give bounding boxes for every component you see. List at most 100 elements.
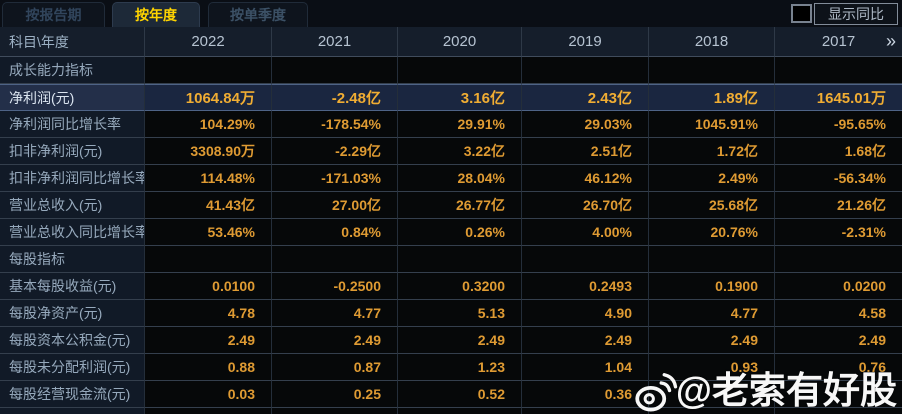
col-header-2019[interactable]: 2019 bbox=[522, 27, 649, 57]
cell-2022: 0.88 bbox=[145, 354, 272, 381]
table-row-retained-profit-per-share[interactable]: 每股未分配利润(元) 0.88 0.87 1.23 1.04 0.93 0.76 bbox=[0, 354, 902, 381]
cell-2017: 0.76 bbox=[775, 354, 902, 381]
cell-2020: 29.91% bbox=[398, 111, 522, 138]
cell-2019: 26.70亿 bbox=[522, 192, 649, 219]
cell-2017: -2.31% bbox=[775, 219, 902, 246]
cell-2020: 3.22亿 bbox=[398, 138, 522, 165]
cell-2017: 2.49 bbox=[775, 327, 902, 354]
table-row-non-gaap-net-profit[interactable]: 扣非净利润(元) 3308.90万 -2.29亿 3.22亿 2.51亿 1.72亿 1.6… bbox=[0, 138, 902, 165]
row-label: 每股净资产(元) bbox=[0, 300, 145, 327]
cell-2019 bbox=[522, 57, 649, 84]
cell-2021: -0.2500 bbox=[272, 273, 398, 300]
cell-2022: 114.48% bbox=[145, 165, 272, 192]
cell-2017: 21.26亿 bbox=[775, 192, 902, 219]
cell-2019: 1.04 bbox=[522, 354, 649, 381]
cell-2018: 2.49 bbox=[649, 327, 775, 354]
table-row-basic-eps[interactable]: 基本每股收益(元) 0.0100 -0.2500 0.3200 0.2493 0.1900… bbox=[0, 273, 902, 300]
cell-2017: -56.34% bbox=[775, 165, 902, 192]
cell-2017 bbox=[775, 57, 902, 84]
cell-2021 bbox=[272, 246, 398, 273]
cell-2018: 0.1900 bbox=[649, 273, 775, 300]
tab-bar: 按报告期 按年度 按单季度 显示同比 bbox=[0, 0, 902, 27]
cell-2017: -95.65% bbox=[775, 111, 902, 138]
table-row-section-per-share: 每股指标 bbox=[0, 246, 902, 273]
cell-2017 bbox=[775, 246, 902, 273]
show-yoy-checkbox[interactable] bbox=[791, 4, 812, 23]
col-header-2018[interactable]: 2018 bbox=[649, 27, 775, 57]
cell-2018: 25.68亿 bbox=[649, 192, 775, 219]
cell-2019: 46.12% bbox=[522, 165, 649, 192]
cell-2017 bbox=[775, 408, 902, 414]
table-row-non-gaap-net-profit-yoy[interactable]: 扣非净利润同比增长率 114.48% -171.03% 28.04% 46.12% 2.4… bbox=[0, 165, 902, 192]
cell-2017: 4.58 bbox=[775, 300, 902, 327]
table-row-capital-reserve-per-share[interactable]: 每股资本公积金(元) 2.49 2.49 2.49 2.49 2.49 2.49 bbox=[0, 327, 902, 354]
cell-2021: 27.00亿 bbox=[272, 192, 398, 219]
table-row-op-cashflow-per-share[interactable]: 每股经营现金流(元) 0.03 0.25 0.52 0.36 bbox=[0, 381, 902, 408]
show-yoy-button[interactable]: 显示同比 bbox=[814, 3, 898, 25]
cell-2022: 1064.84万 bbox=[145, 84, 272, 111]
cell-2019: 2.43亿 bbox=[522, 84, 649, 111]
cell-2020: 0.26% bbox=[398, 219, 522, 246]
tab-by-quarter[interactable]: 按单季度 bbox=[208, 2, 308, 27]
table-row-net-assets-per-share[interactable]: 每股净资产(元) 4.78 4.77 5.13 4.90 4.77 4.58 bbox=[0, 300, 902, 327]
cell-2020: 0.3200 bbox=[398, 273, 522, 300]
cell-2019: 29.03% bbox=[522, 111, 649, 138]
row-label: 每股资本公积金(元) bbox=[0, 327, 145, 354]
cell-2022: 41.43亿 bbox=[145, 192, 272, 219]
cell-2018: 0.93 bbox=[649, 354, 775, 381]
cell-2021 bbox=[272, 408, 398, 414]
next-columns-icon[interactable]: » bbox=[885, 31, 896, 51]
row-label: 营业总收入同比增长率 bbox=[0, 219, 145, 246]
col-header-2022[interactable]: 2022 bbox=[145, 27, 272, 57]
cell-2022 bbox=[145, 57, 272, 84]
cell-2017: 1645.01万 bbox=[775, 84, 902, 111]
table-row-total-revenue[interactable]: 营业总收入(元) 41.43亿 27.00亿 26.77亿 26.70亿 25.68亿 21… bbox=[0, 192, 902, 219]
cell-2018: 2.49% bbox=[649, 165, 775, 192]
col-header-2021[interactable]: 2021 bbox=[272, 27, 398, 57]
cell-2018: 1.72亿 bbox=[649, 138, 775, 165]
row-label: 每股经营现金流(元) bbox=[0, 381, 145, 408]
cell-2021: 4.77 bbox=[272, 300, 398, 327]
row-label: 基本每股收益(元) bbox=[0, 273, 145, 300]
cell-2019: 2.49 bbox=[522, 327, 649, 354]
table-row-net-profit-yoy[interactable]: 净利润同比增长率 104.29% -178.54% 29.91% 29.03% 1045.… bbox=[0, 111, 902, 138]
tab-by-report-period[interactable]: 按报告期 bbox=[2, 2, 105, 27]
cell-2018 bbox=[649, 381, 775, 408]
cell-2021: -2.48亿 bbox=[272, 84, 398, 111]
cell-2021 bbox=[272, 57, 398, 84]
table-row-partial bbox=[0, 408, 902, 414]
cell-2018 bbox=[649, 408, 775, 414]
cell-2022 bbox=[145, 246, 272, 273]
row-label: 营业总收入(元) bbox=[0, 192, 145, 219]
cell-2020: 0.52 bbox=[398, 381, 522, 408]
cell-2019: 0.2493 bbox=[522, 273, 649, 300]
cell-2022: 3308.90万 bbox=[145, 138, 272, 165]
cell-2019: 0.36 bbox=[522, 381, 649, 408]
cell-2018: 1.89亿 bbox=[649, 84, 775, 111]
row-label: 净利润同比增长率 bbox=[0, 111, 145, 138]
cell-2018: 4.77 bbox=[649, 300, 775, 327]
cell-2022: 4.78 bbox=[145, 300, 272, 327]
row-label: 每股指标 bbox=[0, 246, 145, 273]
cell-2018 bbox=[649, 246, 775, 273]
cell-2018: 20.76% bbox=[649, 219, 775, 246]
tab-by-year[interactable]: 按年度 bbox=[112, 2, 200, 27]
table-row-total-revenue-yoy[interactable]: 营业总收入同比增长率 53.46% 0.84% 0.26% 4.00% 20.76% -2.… bbox=[0, 219, 902, 246]
row-label: 扣非净利润(元) bbox=[0, 138, 145, 165]
col-header-2020[interactable]: 2020 bbox=[398, 27, 522, 57]
cell-2021: 0.25 bbox=[272, 381, 398, 408]
row-label: 成长能力指标 bbox=[0, 57, 145, 84]
table-body: 成长能力指标 净利润(元) 1064.84万 -2.48亿 3.16亿 2.43亿 1.89… bbox=[0, 57, 902, 414]
cell-2021: 0.84% bbox=[272, 219, 398, 246]
cell-2020 bbox=[398, 57, 522, 84]
cell-2017 bbox=[775, 381, 902, 408]
cell-2022: 104.29% bbox=[145, 111, 272, 138]
cell-2020: 2.49 bbox=[398, 327, 522, 354]
cell-2022: 53.46% bbox=[145, 219, 272, 246]
table-row-net-profit[interactable]: 净利润(元) 1064.84万 -2.48亿 3.16亿 2.43亿 1.89亿 1645.… bbox=[0, 84, 902, 111]
cell-2018 bbox=[649, 57, 775, 84]
col-header-2017[interactable]: 2017» bbox=[775, 27, 902, 57]
cell-2021: -178.54% bbox=[272, 111, 398, 138]
table-row-section-growth: 成长能力指标 bbox=[0, 57, 902, 84]
